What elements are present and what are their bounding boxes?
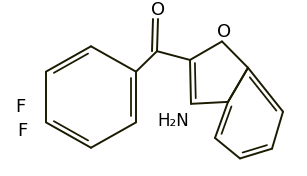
- Text: F: F: [15, 98, 25, 116]
- Text: H₂N: H₂N: [157, 112, 189, 130]
- Text: O: O: [217, 23, 231, 41]
- Text: O: O: [151, 1, 165, 19]
- Text: F: F: [17, 122, 27, 140]
